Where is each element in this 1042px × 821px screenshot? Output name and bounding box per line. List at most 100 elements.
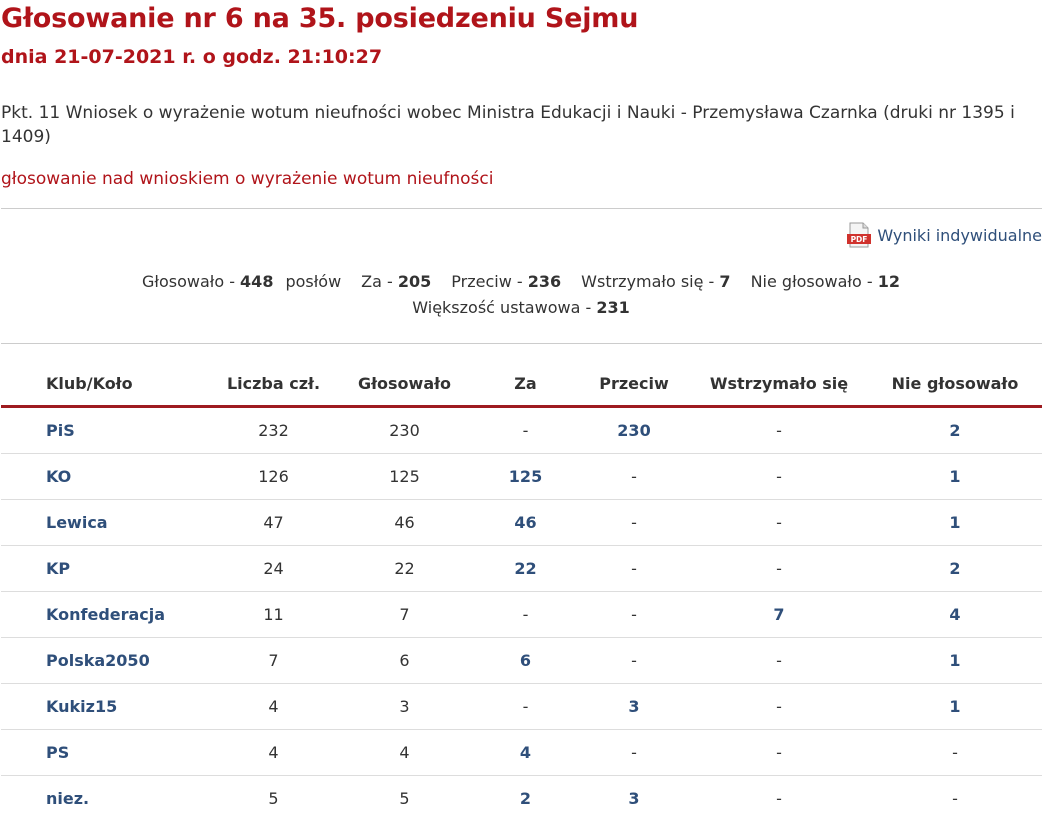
cell-absent: 1 (868, 500, 1042, 546)
cell-members: 11 (211, 592, 336, 638)
vote-count-link[interactable]: 6 (520, 651, 531, 670)
cell-abstained: - (690, 638, 868, 684)
cell-club: Kukiz15 (1, 684, 211, 730)
summary-abstained: 7 (719, 272, 730, 291)
summary-absent: 12 (878, 272, 900, 291)
pdf-icon: PDF (847, 222, 871, 248)
individual-results-pdf-link[interactable]: PDF Wyniki indywidualne (847, 222, 1042, 248)
summary-voted: 448 (240, 272, 273, 291)
cell-against: - (578, 638, 690, 684)
cell-absent: 1 (868, 454, 1042, 500)
club-link[interactable]: PiS (46, 421, 75, 440)
vote-count-link[interactable]: 4 (949, 605, 960, 624)
cell-members: 5 (211, 776, 336, 821)
club-link[interactable]: Lewica (46, 513, 108, 532)
agenda-item: Pkt. 11 Wniosek o wyrażenie wotum nieufn… (1, 101, 1041, 149)
cell-for: 2 (473, 776, 578, 821)
vote-count-link[interactable]: 3 (628, 789, 639, 808)
cell-abstained: - (690, 546, 868, 592)
cell-abstained: 7 (690, 592, 868, 638)
cell-voted: 46 (336, 500, 473, 546)
club-link[interactable]: niez. (46, 789, 89, 808)
column-header-absent: Nie głosowało (868, 361, 1042, 407)
vote-count-link[interactable]: 125 (509, 467, 542, 486)
cell-voted: 230 (336, 407, 473, 454)
cell-for: - (473, 407, 578, 454)
cell-for: - (473, 684, 578, 730)
column-header-abstained: Wstrzymało się (690, 361, 868, 407)
vote-count-link[interactable]: 1 (949, 651, 960, 670)
vote-count-link[interactable]: 22 (514, 559, 536, 578)
vote-count-link[interactable]: 2 (949, 421, 960, 440)
cell-against: - (578, 500, 690, 546)
cell-against: - (578, 592, 690, 638)
cell-against: 3 (578, 684, 690, 730)
cell-voted: 3 (336, 684, 473, 730)
cell-against: - (578, 730, 690, 776)
cell-voted: 7 (336, 592, 473, 638)
cell-members: 232 (211, 407, 336, 454)
cell-absent: 2 (868, 407, 1042, 454)
cell-for: 46 (473, 500, 578, 546)
cell-members: 7 (211, 638, 336, 684)
page-title: Głosowanie nr 6 na 35. posiedzeniu Sejmu (1, 2, 638, 36)
cell-against: - (578, 546, 690, 592)
cell-club: Konfederacja (1, 592, 211, 638)
cell-club: Polska2050 (1, 638, 211, 684)
cell-absent: 2 (868, 546, 1042, 592)
cell-absent: 1 (868, 638, 1042, 684)
vote-count-link[interactable]: 7 (773, 605, 784, 624)
summary-for: 205 (398, 272, 431, 291)
column-header-against: Przeciw (578, 361, 690, 407)
divider (1, 208, 1042, 209)
cell-voted: 125 (336, 454, 473, 500)
vote-count-link[interactable]: 2 (520, 789, 531, 808)
vote-count-link[interactable]: 4 (520, 743, 531, 762)
cell-absent: - (868, 730, 1042, 776)
cell-abstained: - (690, 776, 868, 821)
divider (1, 343, 1042, 344)
column-header-for: Za (473, 361, 578, 407)
column-header-members: Liczba czł. (211, 361, 336, 407)
cell-club: PiS (1, 407, 211, 454)
cell-for: 22 (473, 546, 578, 592)
cell-abstained: - (690, 454, 868, 500)
cell-members: 126 (211, 454, 336, 500)
cell-members: 4 (211, 684, 336, 730)
summary-against: 236 (528, 272, 561, 291)
club-link[interactable]: Polska2050 (46, 651, 150, 670)
svg-text:PDF: PDF (851, 235, 868, 244)
club-link[interactable]: Konfederacja (46, 605, 165, 624)
cell-voted: 4 (336, 730, 473, 776)
cell-voted: 6 (336, 638, 473, 684)
cell-club: PS (1, 730, 211, 776)
cell-absent: 4 (868, 592, 1042, 638)
cell-members: 24 (211, 546, 336, 592)
club-link[interactable]: PS (46, 743, 69, 762)
vote-count-link[interactable]: 2 (949, 559, 960, 578)
column-header-voted: Głosowało (336, 361, 473, 407)
club-link[interactable]: KP (46, 559, 70, 578)
vote-count-link[interactable]: 1 (949, 513, 960, 532)
club-link[interactable]: Kukiz15 (46, 697, 117, 716)
summary-line-2: Większość ustawowa - 231 (0, 295, 1042, 321)
cell-abstained: - (690, 500, 868, 546)
vote-count-link[interactable]: 230 (617, 421, 650, 440)
vote-count-link[interactable]: 3 (628, 697, 639, 716)
cell-club: Lewica (1, 500, 211, 546)
vote-count-link[interactable]: 1 (949, 697, 960, 716)
vote-count-link[interactable]: 46 (514, 513, 536, 532)
cell-club: niez. (1, 776, 211, 821)
vote-count-link[interactable]: 1 (949, 467, 960, 486)
club-link[interactable]: KO (46, 467, 71, 486)
cell-club: KP (1, 546, 211, 592)
cell-against: 230 (578, 407, 690, 454)
